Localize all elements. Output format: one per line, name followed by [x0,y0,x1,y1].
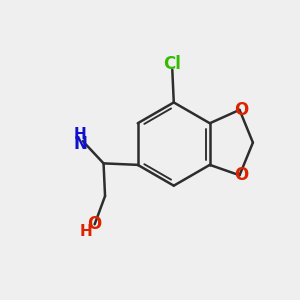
Text: N: N [74,135,87,153]
Text: Cl: Cl [164,56,181,74]
Text: H: H [74,127,87,142]
Text: O: O [235,166,249,184]
Text: O: O [235,101,249,119]
Text: O: O [88,215,102,233]
Text: H: H [80,224,93,239]
